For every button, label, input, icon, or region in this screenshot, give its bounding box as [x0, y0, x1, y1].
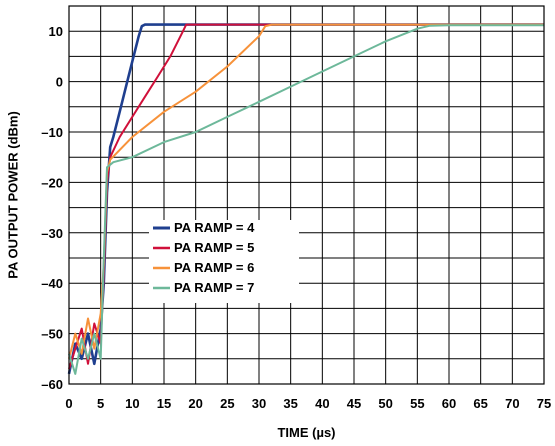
y-tick-label: –40 — [41, 276, 63, 291]
legend-label-4: PA RAMP = 7 — [174, 280, 254, 295]
y-tick-label: –20 — [41, 175, 63, 190]
legend: PA RAMP = 4 PA RAMP = 5 PA RAMP = 6 PA RAMP… — [149, 220, 299, 303]
legend-box — [149, 220, 299, 303]
grid — [68, 5, 545, 385]
plot-frame — [68, 5, 545, 385]
series-line-3 — [68, 23, 544, 360]
y-tick-label: –30 — [41, 226, 63, 241]
x-tick-label: 20 — [188, 396, 202, 411]
series-line-4 — [68, 24, 544, 375]
x-tick-label: 60 — [442, 396, 456, 411]
series-lines — [67, 23, 544, 375]
x-tick-label: 25 — [220, 396, 234, 411]
x-axis-title: TIME (µs) — [277, 425, 335, 440]
y-tick-label: 0 — [56, 75, 63, 90]
x-tick-label: 65 — [473, 396, 487, 411]
x-tick-label: 75 — [537, 396, 551, 411]
y-tick-label: –60 — [41, 377, 63, 392]
y-tick-label: –10 — [41, 125, 63, 140]
y-tick-labels: 10 0 –10 –20 –30 –40 –50 –60 — [41, 24, 63, 392]
x-tick-label: 40 — [315, 396, 329, 411]
y-tick-label: 10 — [49, 24, 63, 39]
x-tick-label: 10 — [125, 396, 139, 411]
x-tick-labels: 0 5 10 15 20 25 30 35 40 45 50 55 60 65 70 75 — [65, 396, 551, 411]
x-tick-label: 30 — [252, 396, 266, 411]
series-line-1 — [67, 23, 544, 375]
x-tick-label: 55 — [410, 396, 424, 411]
series-line-2 — [68, 23, 544, 370]
x-tick-label: 45 — [347, 396, 361, 411]
x-tick-label: 35 — [283, 396, 297, 411]
x-tick-label: 15 — [157, 396, 171, 411]
y-tick-label: –50 — [41, 327, 63, 342]
x-tick-label: 50 — [378, 396, 392, 411]
y-axis-title: PA OUTPUT POWER (dBm) — [5, 111, 20, 279]
x-tick-label: 0 — [65, 396, 72, 411]
legend-label-2: PA RAMP = 5 — [174, 240, 254, 255]
x-tick-label: 5 — [97, 396, 104, 411]
legend-label-3: PA RAMP = 6 — [174, 260, 254, 275]
x-tick-label: 70 — [505, 396, 519, 411]
legend-label-1: PA RAMP = 4 — [174, 220, 255, 235]
